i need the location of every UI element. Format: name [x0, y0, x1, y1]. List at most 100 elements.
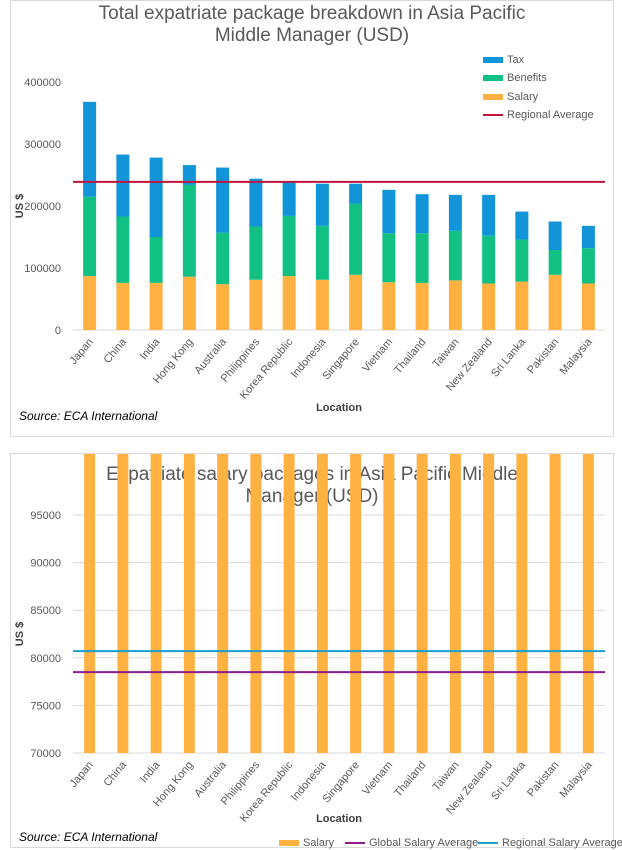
- legend-benefits: Benefits: [483, 72, 547, 84]
- bar-benefits-korea-republic: [282, 215, 296, 277]
- bar-salary-pakistan: [548, 274, 562, 330]
- bar-tax-singapore: [349, 183, 363, 204]
- x-tick-label: Vietnam: [360, 336, 395, 374]
- source-note: Source: ECA International: [19, 409, 158, 423]
- legend-salary: Salary: [483, 91, 538, 103]
- bar-salary-india: [149, 282, 163, 330]
- x-tick-label: Japan: [67, 336, 95, 367]
- bar-salary-malaysia: [581, 283, 595, 330]
- bar-benefits-taiwan: [448, 230, 462, 281]
- y-tick-label: 100000: [24, 263, 61, 275]
- y-tick-label: 70000: [30, 748, 61, 760]
- stacked-chart-panel: Total expatriate package breakdown in As…: [10, 0, 614, 437]
- bar-benefits-indonesia: [315, 225, 329, 280]
- x-axis-title: Location: [316, 813, 362, 825]
- bar-tax-taiwan: [448, 194, 462, 231]
- bar-tax-philippines: [249, 178, 263, 227]
- y-tick-label: 85000: [30, 605, 61, 617]
- legend-regional-average: Regional Salary Average: [478, 837, 622, 849]
- bar-salary-vietnam: [382, 282, 396, 330]
- bar-salary-vietnam: [383, 454, 395, 753]
- bar-salary-thailand: [415, 282, 429, 330]
- salary-bar-chart: 70000 75000 80000 85000 90000 95000 Japan China…: [14, 454, 605, 825]
- x-tick-label: Pakistan: [525, 759, 561, 799]
- bar-tax-japan: [83, 101, 97, 197]
- bar-salary-japan: [83, 276, 97, 330]
- bar-salary-china: [116, 282, 130, 330]
- bar-benefits-hong-kong: [182, 184, 196, 277]
- legend-swatch-salary: [279, 840, 299, 847]
- legend-swatch-benefits: [483, 75, 503, 82]
- bar-benefits-philippines: [249, 226, 263, 280]
- bar-salary-taiwan: [449, 454, 461, 754]
- bar-tax-new-zealand: [482, 194, 496, 236]
- bar-salary-sri-lanka: [515, 281, 529, 330]
- bar-benefits-new-zealand: [482, 235, 496, 284]
- bar-salary-sri-lanka: [516, 454, 528, 754]
- x-tick-label: Sri Lanka: [489, 336, 529, 380]
- bar-tax-china: [116, 154, 130, 217]
- y-tick-label: 80000: [30, 653, 61, 665]
- x-tick-label: India: [138, 336, 163, 363]
- x-tick-label: Sri Lanka: [489, 759, 529, 803]
- x-tick-label: Taiwan: [430, 336, 461, 370]
- y-tick-label: 200000: [24, 201, 61, 213]
- bar-tax-malaysia: [581, 225, 595, 249]
- x-tick-label: Thailand: [392, 336, 428, 376]
- x-tick-label: Vietnam: [360, 759, 395, 797]
- x-tick-label: China: [102, 759, 130, 789]
- bar-benefits-thailand: [415, 233, 429, 283]
- bar-tax-korea-republic: [282, 181, 296, 216]
- legend-global-average: Global Salary Average: [345, 837, 478, 849]
- y-axis-title: US $: [14, 622, 26, 646]
- bar-salary-australia: [217, 454, 229, 754]
- chart-title: Total expatriate package breakdown in As…: [98, 3, 526, 46]
- x-tick-label: Japan: [67, 759, 95, 790]
- bar-salary-hong-kong: [183, 454, 195, 753]
- bar-benefits-china: [116, 216, 130, 283]
- bar-benefits-sri-lanka: [515, 239, 529, 282]
- x-tick-label: Pakistan: [525, 336, 561, 376]
- bar-tax-thailand: [415, 194, 429, 234]
- bar-benefits-australia: [216, 232, 230, 285]
- bar-benefits-malaysia: [581, 248, 595, 284]
- bar-salary-korea-republic: [282, 276, 296, 330]
- bar-tax-sri-lanka: [515, 211, 529, 240]
- bar-salary-india: [150, 454, 162, 753]
- legend-regional-average: Regional Average: [483, 109, 594, 121]
- bar-salary-australia: [216, 284, 230, 330]
- bar-benefits-india: [149, 237, 163, 283]
- bar-tax-indonesia: [315, 183, 329, 226]
- x-tick-label: Malaysia: [558, 759, 596, 801]
- bar-salary-philippines: [250, 454, 262, 754]
- bar-salary-philippines: [249, 279, 263, 330]
- bar-salary-indonesia: [315, 279, 329, 330]
- legend-swatch-regional-average: [483, 114, 503, 117]
- bar-salary-korea-republic: [283, 454, 295, 753]
- x-tick-label: China: [102, 336, 130, 366]
- x-axis-title: Location: [316, 402, 362, 414]
- bar-salary-china: [117, 454, 129, 753]
- x-tick-label: Malaysia: [558, 336, 596, 378]
- bar-salary-new-zealand: [483, 454, 495, 753]
- bar-benefits-pakistan: [548, 250, 562, 275]
- bar-salary-japan: [84, 454, 96, 753]
- x-tick-label: Thailand: [392, 759, 428, 799]
- bar-tax-vietnam: [382, 189, 396, 234]
- legend-salary: Salary: [279, 837, 334, 849]
- x-tick-label: India: [138, 759, 163, 786]
- y-axis-title: US $: [14, 194, 26, 218]
- y-tick-label: 75000: [30, 700, 61, 712]
- legend-swatch-salary: [483, 94, 503, 101]
- source-note: Source: ECA International: [19, 830, 158, 844]
- bar-salary-new-zealand: [482, 283, 496, 330]
- bar-salary-thailand: [416, 454, 428, 753]
- bar-tax-pakistan: [548, 221, 562, 251]
- bar-salary-taiwan: [448, 280, 462, 330]
- legend-swatch-global-average: [345, 842, 365, 845]
- y-tick-label: 300000: [24, 139, 61, 151]
- stacked-bar-chart: 0 100000 200000 300000 400000 Japan China India…: [14, 77, 605, 414]
- y-tick-label: 0: [55, 325, 61, 337]
- y-tick-label: 90000: [30, 558, 61, 570]
- y-tick-label: 95000: [30, 510, 61, 522]
